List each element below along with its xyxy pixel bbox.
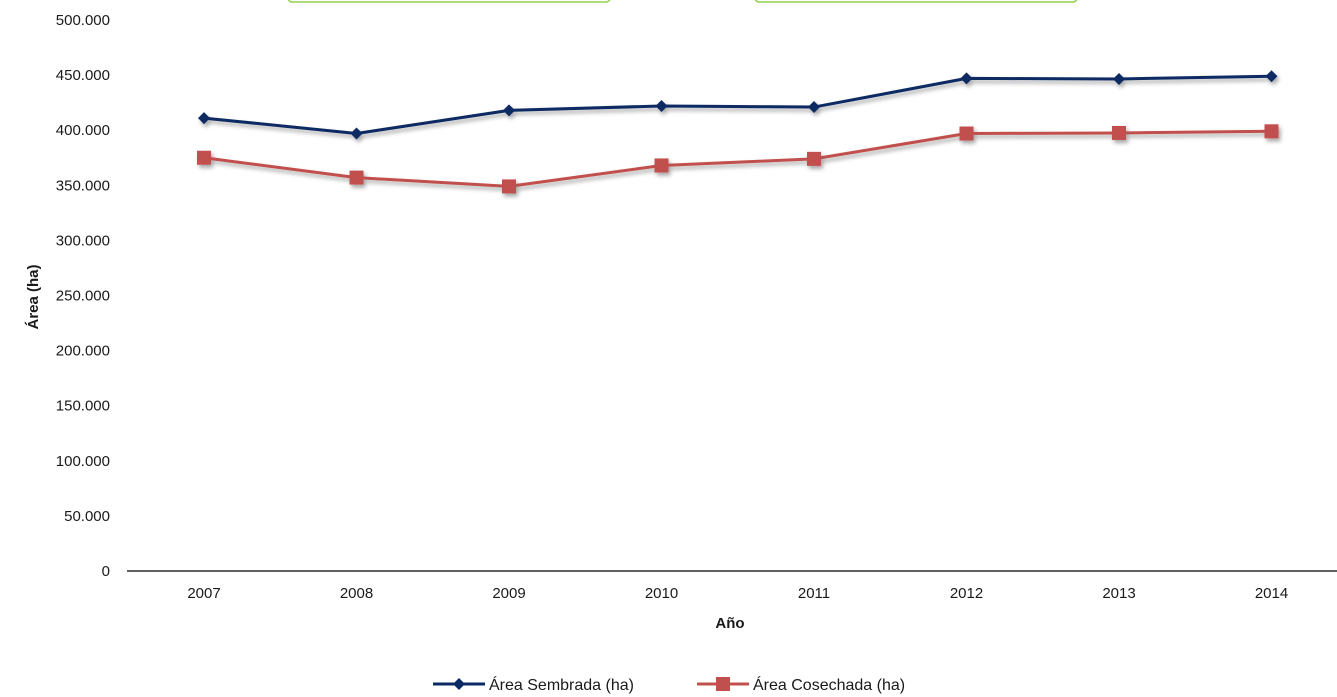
y-tick-label: 250.000 [56,288,110,305]
y-tick-label: 450.000 [56,67,110,84]
y-tick-label: 500.000 [56,12,110,29]
x-tick-label: 2011 [798,585,830,602]
data-point [960,72,973,85]
legend-marker [716,677,730,691]
series-layer [197,70,1279,194]
y-tick-label: 0 [102,563,110,580]
data-point [198,112,210,125]
series-line [203,129,1272,188]
y-tick-label: 400.000 [56,122,110,139]
top-box-left [287,0,611,3]
series-line [203,74,1272,136]
data-point [503,104,515,117]
legend-item: Área Sembrada (ha) [433,675,634,694]
y-tick-label: 150.000 [56,398,110,415]
data-point [197,150,211,165]
series-1 [198,70,1278,140]
x-tick-label: 2014 [1255,585,1288,602]
x-tick-label: 2009 [492,585,525,602]
x-axis-title: Año [715,615,744,632]
x-tick-label: 2013 [1102,585,1135,602]
data-point [654,158,669,173]
data-point [655,99,668,112]
series-2 [197,124,1279,194]
x-tick-label: 2012 [950,585,983,602]
x-tick-label: 2010 [645,585,678,602]
legend: Área Sembrada (ha) Área Cosechada (ha) [433,675,905,694]
y-tick-label: 50.000 [64,508,110,525]
y-axis-ticks: 0 50.000 100.000 150.000 200.000 250.000 300.0… [56,12,110,580]
data-point [1113,72,1125,85]
legend-label: Área Cosechada (ha) [753,675,905,694]
top-box-right [754,0,1078,3]
data-point [349,170,364,185]
y-tick-label: 300.000 [56,232,110,249]
y-axis-title: Área (ha) [25,264,42,329]
x-tick-label: 2008 [340,585,373,602]
x-tick-label: 2007 [187,585,220,602]
y-tick-label: 350.000 [56,177,110,194]
legend-marker [453,678,465,690]
legend-label: Área Sembrada (ha) [489,675,634,694]
y-tick-label: 200.000 [56,343,110,360]
data-point [959,126,974,141]
y-tick-label: 100.000 [56,453,110,470]
data-point [808,101,820,114]
data-point [807,151,821,166]
data-point [1265,70,1278,83]
data-point [350,127,363,140]
data-point [502,179,516,194]
data-point [1112,125,1126,140]
data-point [1264,124,1279,139]
legend-item: Área Cosechada (ha) [697,675,905,694]
x-axis-ticks: 2007 2008 2009 2010 2011 2012 2013 2014 [187,585,1288,602]
